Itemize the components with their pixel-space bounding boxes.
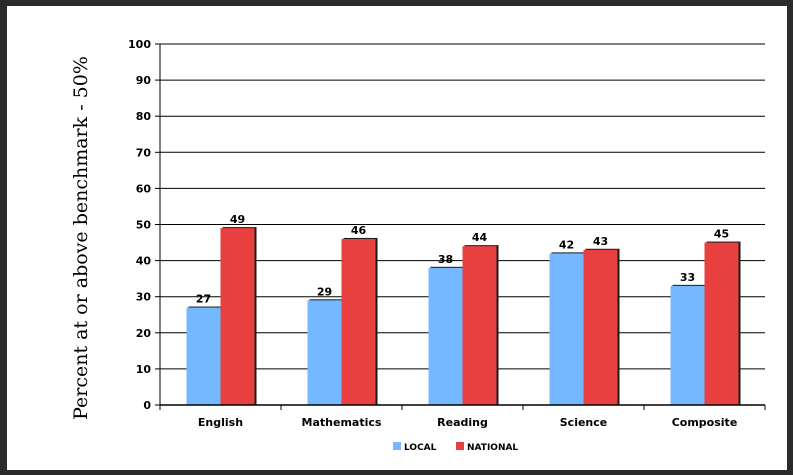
- data-label: 29: [317, 285, 332, 298]
- y-tick-label: 100: [128, 38, 151, 51]
- x-axis-category-labels: English Mathematics Reading Science Composit…: [198, 416, 737, 429]
- x-category-label: English: [198, 416, 243, 429]
- x-category-label: Composite: [672, 416, 738, 429]
- axes: [159, 44, 766, 410]
- data-label: 43: [593, 235, 608, 248]
- bar-national-mathematics: [341, 238, 376, 405]
- data-label: 38: [438, 253, 453, 266]
- bar-local-english: [186, 307, 221, 405]
- legend-swatch-local: [393, 442, 401, 450]
- bar-local-reading: [428, 267, 463, 405]
- legend-label-national: NATIONAL: [467, 443, 518, 453]
- bar-local-composite: [670, 285, 705, 405]
- data-label: 44: [472, 231, 488, 244]
- y-tick-label: 40: [136, 255, 152, 268]
- y-tick-label: 0: [143, 399, 151, 412]
- data-label: 42: [559, 238, 574, 251]
- y-tick-label: 20: [136, 327, 152, 340]
- y-tick-label: 10: [136, 363, 152, 376]
- data-label: 45: [714, 228, 729, 241]
- x-category-label: Mathematics: [302, 416, 382, 429]
- y-axis-label: Percent at or above benchmark - 50%: [70, 56, 92, 420]
- y-tick-label: 60: [136, 182, 152, 195]
- bar-local-mathematics: [307, 300, 342, 405]
- y-tick-label: 80: [136, 110, 152, 123]
- y-tick-label: 50: [136, 219, 152, 232]
- legend-label-local: LOCAL: [404, 443, 437, 453]
- y-axis-ticks: 0 10 20 30 40 50 60 70 80 90 100: [128, 38, 160, 412]
- data-label: 27: [196, 293, 211, 306]
- y-axis-label-group: Percent at or above benchmark - 50%: [70, 56, 92, 420]
- chart-frame: Percent at or above benchmark - 50% 0 10 2…: [7, 6, 787, 470]
- legend-swatch-national: [456, 442, 464, 450]
- y-tick-label: 30: [136, 291, 152, 304]
- x-category-label: Science: [560, 416, 608, 429]
- legend: LOCAL NATIONAL: [393, 442, 518, 453]
- y-tick-label: 90: [136, 74, 152, 87]
- bar-local-science: [549, 253, 584, 405]
- data-label: 46: [351, 224, 367, 237]
- x-category-label: Reading: [437, 416, 488, 429]
- bar-chart: Percent at or above benchmark - 50% 0 10 2…: [70, 38, 766, 453]
- data-label: 33: [680, 271, 695, 284]
- data-label: 49: [230, 213, 245, 226]
- bars: [186, 227, 741, 405]
- y-tick-label: 70: [136, 146, 152, 159]
- bar-national-science: [583, 249, 618, 405]
- data-labels: 27 49 29 46 38 44 42 43 33 45: [196, 213, 729, 305]
- bar-national-english: [220, 228, 255, 405]
- bar-national-reading: [462, 246, 497, 405]
- bar-national-composite: [704, 242, 739, 405]
